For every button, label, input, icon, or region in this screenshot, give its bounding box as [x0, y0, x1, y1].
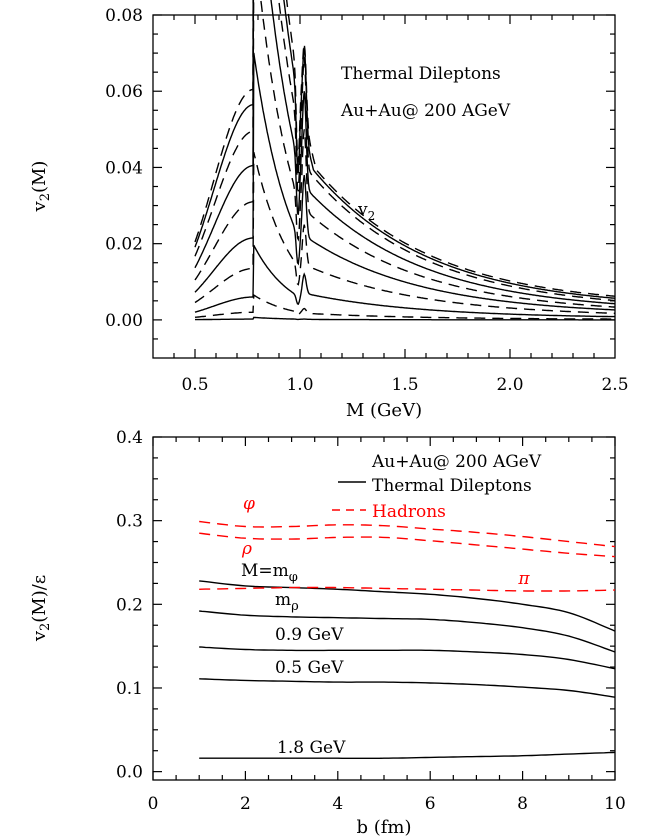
top-y-tick-label: 0.02: [105, 235, 143, 255]
legend-title: Au+Au@ 200 AGeV: [371, 452, 542, 472]
top-x-tick-label: 1.0: [286, 375, 313, 395]
top-y-tick-label: 0.04: [105, 158, 143, 178]
bottom-series-line-7: [199, 532, 616, 558]
top-series-line-6: [194, 52, 615, 311]
top-curves: [194, 0, 616, 321]
top-annotation-title: Thermal Dileptons: [341, 64, 501, 84]
bottom-series-line-1: [199, 580, 616, 632]
bottom-y-axis-label: v2(M)/ε: [29, 575, 53, 642]
bottom-series-label-8: π: [517, 569, 530, 589]
top-series-line-1: [194, 0, 615, 297]
bottom-series-label-3: 0.9 GeV: [275, 625, 344, 645]
bottom-series-line-8: [199, 586, 615, 592]
top-x-tick-label: 0.5: [181, 375, 208, 395]
top-series-line-2: [194, 0, 616, 299]
top-series-line-3: [194, 0, 616, 302]
legend-solid-label: Thermal Dileptons: [372, 476, 532, 496]
top-y-tick-label: 0.00: [105, 311, 143, 331]
bottom-axis-ticks: 0 2 4 6 8 10 0.0 0.1 0.2 0.3 0.4: [116, 428, 626, 814]
bottom-x-tick-label: 0: [148, 794, 159, 814]
bottom-series-label-5: 1.8 GeV: [277, 738, 346, 758]
legend: Au+Au@ 200 AGeV Thermal Dileptons Hadron…: [332, 452, 542, 522]
top-series-line-8: [194, 244, 616, 318]
top-curve-label: v2: [357, 200, 375, 223]
top-x-tick-label: 2.0: [496, 375, 523, 395]
top-y-tick-label: 0.08: [105, 6, 143, 26]
top-panel: 0.5 1.0 1.5 2.0 2.5 0.00 0.02 0.04 0.06 0.08 v2(M…: [29, 0, 629, 421]
bottom-series-line-6: [199, 520, 616, 548]
legend-dashed-label: Hadrons: [372, 502, 446, 522]
bottom-x-tick-label: 6: [425, 794, 436, 814]
bottom-panel: 0 2 4 6 8 10 0.0 0.1 0.2 0.3 0.4 M=mφ mρ 0.9 GeV 0.5 …: [29, 428, 626, 838]
top-y-tick-label: 0.06: [105, 82, 143, 102]
bottom-series-line-2: [199, 610, 616, 653]
bottom-curves: M=mφ mρ 0.9 GeV 0.5 GeV 1.8 GeV φ ρ π: [199, 494, 616, 759]
bottom-series-label-7: ρ: [241, 539, 252, 559]
bottom-x-tick-label: 2: [240, 794, 251, 814]
top-axis-ticks: 0.5 1.0 1.5 2.0 2.5 0.00 0.02 0.04 0.06 0.08: [105, 6, 628, 395]
top-y-axis-label: v2(M): [29, 161, 53, 213]
bottom-series-label-1: M=mφ: [241, 561, 298, 585]
bottom-x-tick-label: 10: [604, 794, 626, 814]
bottom-series-label-4: 0.5 GeV: [275, 658, 344, 678]
bottom-x-tick-label: 4: [332, 794, 343, 814]
top-x-tick-label: 1.5: [391, 375, 418, 395]
top-x-tick-label: 2.5: [601, 375, 628, 395]
bottom-series-line-4: [199, 678, 616, 698]
top-x-axis-label: M (GeV): [346, 400, 422, 421]
bottom-x-axis-label: b (fm): [356, 817, 411, 838]
bottom-y-tick-label: 0.4: [116, 428, 143, 448]
top-annotation-system: Au+Au@ 200 AGeV: [340, 101, 511, 121]
top-series-line-4: [194, 0, 615, 305]
top-series-line-7: [194, 151, 615, 314]
bottom-series-line-5: [199, 751, 616, 759]
top-series-line-10: [195, 316, 615, 321]
bottom-x-tick-label: 8: [517, 794, 528, 814]
bottom-y-tick-label: 0.2: [116, 595, 143, 615]
bottom-series-label-6: φ: [243, 494, 255, 514]
bottom-y-tick-label: 0.0: [116, 763, 143, 783]
bottom-series-label-2: mρ: [275, 590, 299, 614]
bottom-series-line-3: [199, 646, 616, 670]
top-series-line-5: [194, 0, 616, 308]
bottom-y-tick-label: 0.3: [116, 512, 143, 532]
top-series-line-9: [194, 293, 615, 320]
bottom-y-tick-label: 0.1: [116, 679, 143, 699]
